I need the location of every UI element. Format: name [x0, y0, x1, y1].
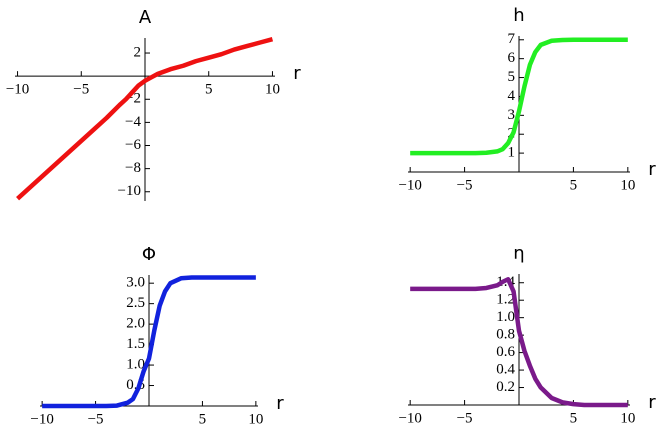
- y-tick-label: −10: [118, 183, 141, 199]
- y-tick-label: 4: [508, 88, 516, 104]
- x-tick-label: −5: [73, 82, 89, 98]
- y-tick-label: −4: [125, 114, 141, 130]
- y-tick-label: −8: [125, 160, 141, 176]
- x-tick-label: −5: [457, 177, 473, 193]
- data-line: [410, 276, 628, 408]
- y-axis-label: A: [139, 7, 152, 28]
- x-tick-label: −10: [30, 411, 53, 427]
- y-tick-label: 1.5: [126, 336, 145, 352]
- data-line: [42, 275, 256, 409]
- y-tick-label: 2: [134, 44, 142, 60]
- y-tick-label: 1.0: [126, 357, 145, 373]
- x-axis-label: r: [648, 159, 656, 180]
- y-tick-label: 1: [508, 145, 516, 161]
- y-tick-label: 3.0: [126, 275, 145, 291]
- x-tick-label: 10: [248, 411, 263, 427]
- y-tick-label: −6: [125, 137, 141, 153]
- data-line: [16, 36, 274, 201]
- x-tick-label: −10: [398, 410, 421, 426]
- x-tick-label: 5: [205, 82, 213, 98]
- x-tick-label: 5: [570, 410, 578, 426]
- x-axis-label: r: [648, 392, 656, 413]
- x-tick-label: 10: [265, 82, 280, 98]
- x-tick-label: −5: [457, 410, 473, 426]
- x-tick-label: 5: [570, 177, 578, 193]
- y-tick-label: 7: [508, 31, 516, 47]
- y-tick-label: 6: [508, 50, 516, 66]
- y-tick-label: 0.8: [496, 327, 515, 343]
- x-tick-label: −10: [6, 82, 29, 98]
- x-axis-label: r: [293, 63, 301, 84]
- x-tick-label: −10: [398, 177, 421, 193]
- y-tick-label: 2.5: [126, 295, 145, 311]
- x-axis-label: r: [276, 393, 284, 414]
- y-tick-label: 0.6: [496, 344, 515, 360]
- y-tick-label: 5: [508, 69, 516, 85]
- y-tick-label: 0.4: [496, 362, 515, 378]
- y-tick-label: 1.2: [496, 292, 515, 308]
- x-tick-label: 5: [199, 411, 207, 427]
- data-line: [410, 37, 628, 156]
- y-tick-label: 0.2: [496, 379, 515, 395]
- x-tick-label: 10: [620, 177, 635, 193]
- x-tick-label: 10: [620, 410, 635, 426]
- y-axis-label: Φ: [142, 244, 156, 265]
- y-tick-label: 2.0: [126, 316, 145, 332]
- y-tick-label: 1.0: [496, 309, 515, 325]
- y-axis-label: η: [513, 243, 524, 264]
- y-tick-label: 3: [508, 107, 516, 123]
- x-tick-label: −5: [88, 411, 104, 427]
- y-axis-label: h: [513, 5, 524, 26]
